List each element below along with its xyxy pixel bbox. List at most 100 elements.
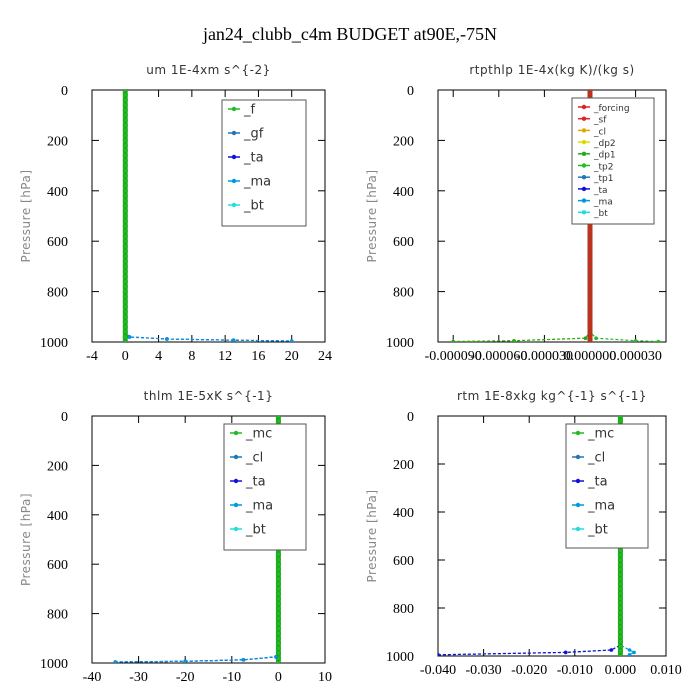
profile-marker — [587, 279, 593, 284]
profile-marker — [618, 639, 623, 644]
profile-marker — [122, 304, 128, 310]
profile-marker — [122, 329, 128, 335]
x-tick-label: -4 — [86, 349, 98, 364]
panels: um 1E-4xm s^{-2}Pressure [hPa]-4 0 4 8 12 16 2… — [19, 63, 682, 685]
legend-label: _cl — [245, 450, 263, 465]
profile-marker — [122, 289, 128, 294]
profile-marker — [122, 178, 128, 184]
x-tick-label: 0 — [275, 670, 282, 685]
legend-marker — [581, 163, 587, 168]
legend-label: _bt — [587, 522, 608, 537]
x-tick-label: 12 — [218, 349, 232, 364]
plot-frame — [91, 415, 326, 664]
y-tick-label: 0 — [61, 410, 68, 425]
profile-marker — [275, 606, 281, 612]
legend-label: _ma — [587, 498, 615, 513]
profile-marker — [122, 92, 128, 98]
profile-marker — [618, 624, 623, 630]
profile-marker — [618, 600, 623, 606]
profile-marker — [275, 586, 281, 592]
profile-marker — [122, 228, 128, 234]
data-point — [274, 655, 278, 659]
legend-marker — [575, 502, 581, 508]
data-point — [183, 659, 187, 663]
data-point — [127, 335, 132, 339]
profile-marker — [122, 334, 128, 340]
profile-marker — [275, 645, 281, 651]
profile-marker — [122, 339, 128, 342]
profile-marker — [275, 616, 281, 621]
profile-marker — [618, 416, 623, 419]
profile-marker — [122, 248, 128, 254]
series-group — [122, 90, 294, 342]
data-point — [632, 650, 636, 655]
legend: _mc _cl _ta _ma _bt — [223, 423, 307, 551]
y-tick-label: 0 — [407, 410, 414, 425]
legend-box — [565, 423, 649, 549]
profile-marker — [587, 238, 593, 244]
profile-marker — [122, 274, 128, 279]
legend-label: _gf — [243, 126, 264, 141]
panel-title: rtm 1E-8xkg kg^{-1} s^{-1} — [457, 389, 647, 403]
profile-marker — [618, 418, 623, 424]
panel-title: thlm 1E-5xK s^{-1} — [144, 389, 274, 403]
profile-marker — [122, 188, 128, 194]
profile-marker — [587, 309, 593, 315]
x-tick-label: -30 — [129, 670, 148, 685]
profile-marker — [122, 218, 128, 224]
legend-marker — [581, 198, 587, 203]
profile-marker — [275, 576, 281, 582]
profile-marker — [587, 248, 593, 254]
data-point — [451, 339, 455, 342]
plot-frame — [437, 89, 667, 343]
x-tick-label: 10 — [318, 670, 332, 685]
profile-marker — [275, 630, 281, 636]
legend-label: _ta — [243, 150, 264, 165]
profile-marker — [587, 90, 593, 93]
profile-marker — [122, 163, 128, 169]
profile-marker — [122, 253, 128, 259]
profile-marker — [122, 208, 128, 214]
profile-marker — [587, 92, 593, 98]
profile-marker — [587, 274, 593, 279]
profile-marker — [122, 107, 128, 113]
profile-marker — [618, 591, 623, 596]
profile-marker — [122, 143, 128, 148]
data-point — [583, 336, 588, 341]
panel-3: thlm 1E-5xK s^{-1} Pressure [hPa] -40 -30 -2… — [19, 389, 332, 685]
profile-marker — [618, 634, 623, 640]
x-tick-label: -20 — [176, 670, 195, 685]
x-tick-label: -0.000030 — [516, 349, 573, 364]
profile-marker — [122, 319, 128, 325]
profile-marker — [122, 193, 128, 199]
legend-marker — [575, 430, 581, 436]
y-tick-label: 800 — [393, 286, 414, 301]
legend-marker — [231, 130, 237, 136]
profile-marker — [122, 243, 128, 249]
profile-marker — [122, 148, 128, 153]
y-tick-label: 400 — [393, 506, 414, 521]
profile-marker — [122, 309, 128, 315]
legend-marker — [233, 502, 239, 508]
x-tick-label: 20 — [285, 349, 299, 364]
profile-marker — [122, 112, 128, 118]
profile-marker — [587, 304, 593, 310]
legend-marker — [231, 202, 237, 208]
legend-marker — [581, 186, 587, 192]
profile-marker — [618, 653, 623, 656]
x-tick-label: 8 — [188, 349, 195, 364]
data-point — [289, 339, 294, 342]
profile-marker — [587, 319, 593, 325]
y-tick-label: 600 — [393, 235, 414, 250]
profile-marker — [618, 596, 623, 601]
profile-marker — [122, 183, 128, 189]
y-tick-label: 200 — [47, 134, 68, 149]
data-point — [594, 336, 598, 341]
x-tick-label: 24 — [318, 349, 332, 364]
profile-marker — [275, 551, 281, 557]
profile-marker — [618, 548, 623, 553]
legend-label: _ma — [593, 198, 613, 208]
profile-marker — [587, 228, 593, 234]
profile-marker — [275, 566, 281, 572]
legend-marker — [581, 175, 587, 180]
